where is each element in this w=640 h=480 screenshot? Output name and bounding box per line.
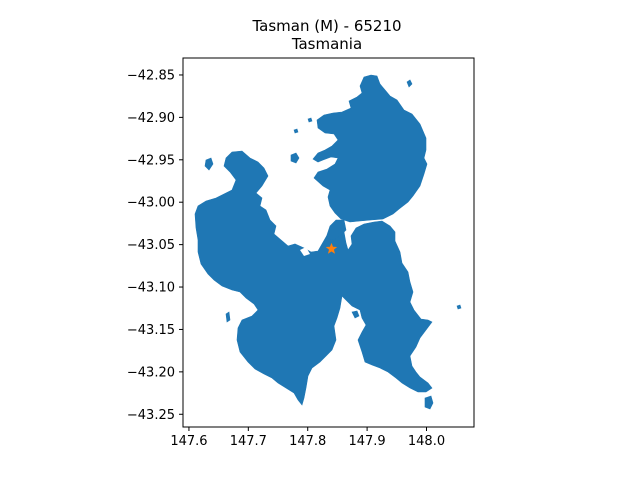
axes-frame	[182, 57, 475, 428]
y-tick-label: −43.20	[127, 365, 175, 380]
islet-north-4	[307, 117, 313, 123]
y-tick-label: −43.15	[127, 323, 175, 338]
x-tick-label: 148.0	[408, 434, 445, 449]
map-title-line2: Tasmania	[291, 35, 362, 53]
main-peninsula	[194, 150, 433, 406]
inlet-1	[342, 312, 356, 344]
islet-north-1	[406, 79, 413, 88]
y-tick-label: −43.05	[127, 238, 175, 253]
islet-inner-1	[351, 310, 360, 319]
y-tick-label: −43.10	[127, 281, 175, 296]
x-tick-label: 147.6	[170, 434, 207, 449]
x-tick-label: 147.9	[348, 434, 385, 449]
y-tick-label: −42.95	[127, 153, 175, 168]
marker-layer	[325, 242, 338, 254]
northern-landmass	[312, 74, 428, 223]
islet-north-2	[293, 128, 299, 134]
eaglehawk-neck	[325, 219, 347, 241]
map-title-line1: Tasman (M) - 65210	[251, 17, 401, 35]
x-tick-label: 147.8	[289, 434, 326, 449]
land-region	[194, 74, 462, 410]
islet-south	[424, 395, 434, 410]
x-axis-ticks: 147.6 147.7 147.8 147.9 148.0	[170, 427, 445, 449]
y-tick-label: −43.25	[127, 408, 175, 423]
y-axis-ticks: −42.85 −42.90 −42.95 −43.00 −43.05 −43.10 −43.…	[127, 68, 183, 423]
y-tick-label: −42.90	[127, 111, 175, 126]
x-tick-label: 147.7	[230, 434, 267, 449]
y-tick-label: −42.85	[127, 68, 175, 83]
water-inlets	[300, 247, 356, 344]
islet-east	[456, 304, 462, 310]
inlet-2	[300, 247, 310, 256]
islet-southwest	[225, 311, 231, 323]
islet-north-3	[290, 152, 300, 164]
y-tick-label: −43.00	[127, 196, 175, 211]
star-icon	[325, 242, 338, 254]
islet-west	[204, 157, 214, 171]
